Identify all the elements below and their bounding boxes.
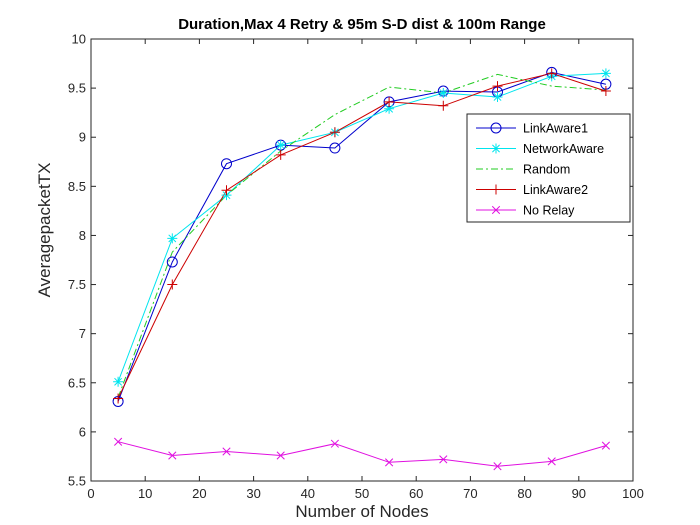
y-tick-label: 10 [72, 32, 86, 47]
data-point-no-relay [439, 455, 448, 464]
plot-background [91, 39, 633, 481]
data-point-networkaware [275, 140, 286, 151]
y-tick-label: 8.5 [68, 179, 86, 194]
data-point-linkaware1 [166, 256, 178, 268]
legend-box [466, 113, 631, 223]
y-tick-label: 7 [79, 326, 86, 341]
data-point-networkaware [384, 103, 395, 114]
y-tick-label: 7.5 [68, 277, 86, 292]
data-point-linkaware2 [600, 86, 611, 97]
data-point-linkaware2 [275, 149, 286, 160]
data-point-linkaware2 [438, 100, 449, 111]
series-line-no-relay [117, 441, 607, 467]
data-point-linkaware1 [329, 142, 341, 154]
legend-marker-networkaware [491, 143, 501, 154]
y-tick-label: 6.5 [68, 375, 86, 390]
series-line-networkaware [117, 72, 606, 382]
x-tick-label: 10 [138, 486, 152, 501]
x-tick-label: 40 [301, 486, 315, 501]
x-tick-label: 100 [622, 486, 644, 501]
data-point-linkaware2 [113, 393, 124, 404]
data-point-no-relay [547, 457, 556, 466]
data-point-linkaware2 [546, 68, 557, 79]
legend-marker-linkaware2 [491, 184, 501, 195]
x-tick-label: 50 [355, 486, 369, 501]
y-tick-label: 9.5 [68, 81, 86, 96]
data-point-linkaware2 [384, 96, 395, 107]
x-tick-label: 20 [192, 486, 206, 501]
legend-label-linkaware1: LinkAware1 [523, 122, 588, 136]
y-axis-label: AveragepacketTX [35, 163, 54, 298]
x-tick-label: 70 [463, 486, 477, 501]
chart-title: Duration,Max 4 Retry & 95m S-D dist & 10… [178, 16, 546, 33]
data-point-linkaware2 [329, 127, 340, 138]
data-point-no-relay [222, 447, 231, 456]
axes [90, 38, 634, 482]
x-tick-label: 90 [572, 486, 586, 501]
data-point-networkaware [167, 233, 178, 244]
legend-label-networkaware: NetworkAware [523, 142, 604, 156]
legend: LinkAware1 NetworkAware Random LinkAware2 No… [466, 113, 631, 223]
data-point-no-relay [601, 441, 611, 450]
data-point-networkaware [492, 91, 503, 102]
data-point-linkaware2 [221, 185, 232, 196]
series-line-linkaware1 [117, 71, 607, 402]
x-tick-label: 0 [87, 486, 94, 501]
y-tick-label: 5.5 [68, 474, 86, 489]
data-point-no-relay [168, 451, 177, 460]
data-point-linkaware1 [221, 158, 232, 170]
x-tick-label: 30 [246, 486, 260, 501]
y-tick-label: 6 [79, 424, 86, 439]
legend-label-linkaware2: LinkAware2 [523, 183, 588, 197]
legend-label-no-relay: No Relay [523, 204, 575, 218]
series-markers [112, 66, 612, 471]
legend-marker-linkaware1 [490, 122, 502, 134]
x-axis-label: Number of Nodes [295, 502, 428, 521]
data-point-no-relay [384, 458, 394, 467]
tick-labels: 0 10 20 30 40 50 60 70 80 90 100 5.5 6 6.5 7 7.5 8 8.5 9 9.… [68, 32, 644, 502]
data-point-networkaware [438, 88, 449, 99]
data-point-no-relay [330, 439, 340, 448]
legend-marker-no-relay [491, 205, 501, 215]
data-point-linkaware2 [167, 279, 178, 290]
series-lines [117, 71, 607, 467]
data-point-networkaware [113, 376, 124, 387]
plot-area [91, 39, 633, 481]
legend-label-random: Random [523, 163, 570, 177]
x-tick-label: 80 [517, 486, 531, 501]
data-point-no-relay [276, 451, 285, 460]
data-point-no-relay [113, 437, 123, 446]
y-tick-label: 8 [79, 228, 86, 243]
data-point-linkaware2 [492, 81, 503, 92]
data-point-networkaware [600, 68, 611, 79]
y-tick-label: 9 [79, 130, 86, 145]
series-line-linkaware2 [117, 72, 607, 399]
data-point-no-relay [493, 462, 502, 471]
x-tick-label: 60 [409, 486, 423, 501]
